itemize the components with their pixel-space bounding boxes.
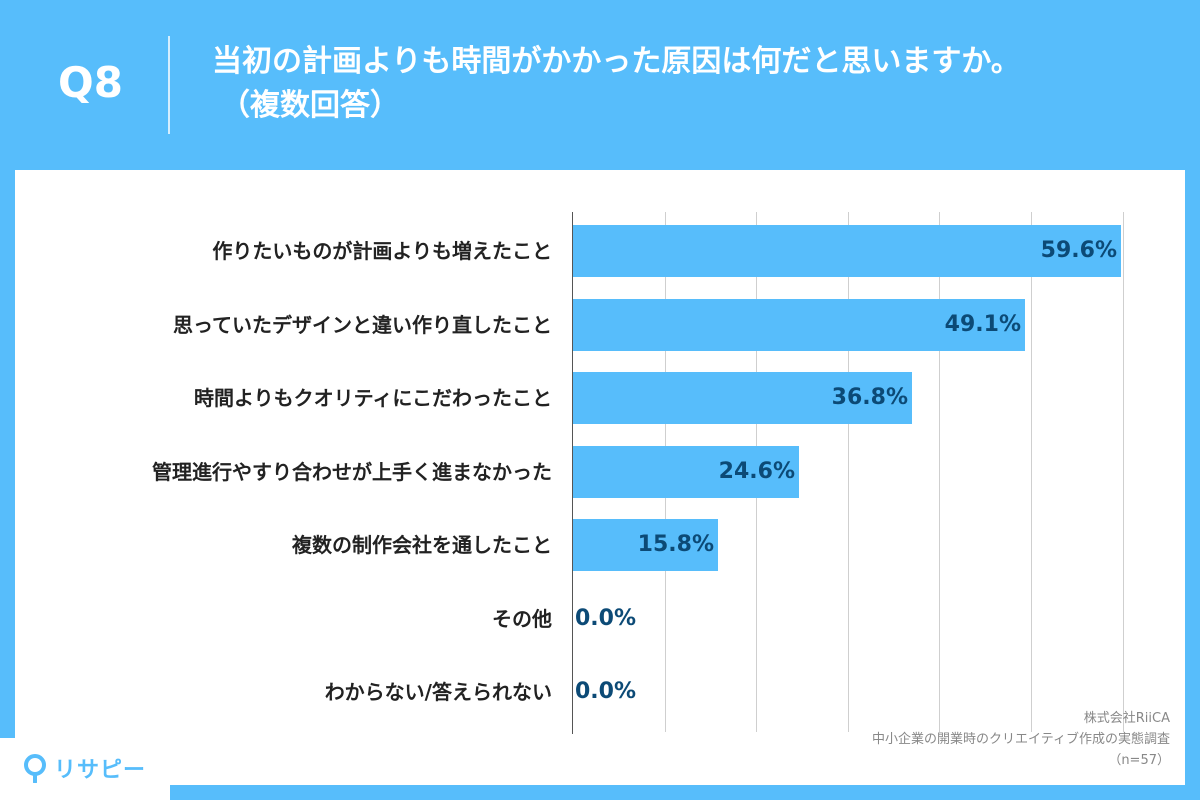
question-title: 当初の計画よりも時間がかかった原因は何だと思いますか。 （複数回答） [212, 40, 1172, 128]
category-label: 管理進行やすり合わせが上手く進まなかった [152, 460, 552, 484]
bar [573, 225, 1121, 277]
category-label: 時間よりもクオリティにこだわったこと [194, 386, 552, 410]
footer-company: 株式会社RiiCA [1083, 711, 1170, 726]
map-pin-icon [24, 754, 46, 783]
value-label: 0.0% [575, 606, 637, 631]
footer-sample: （n=57） [1108, 753, 1170, 768]
header-divider [168, 36, 170, 134]
value-label: 59.6% [1040, 238, 1117, 263]
value-label: 36.8% [831, 385, 908, 410]
footer-survey: 中小企業の開業時のクリエイティブ作成の実態調査 [872, 732, 1170, 747]
value-label: 0.0% [575, 679, 637, 704]
gridline [939, 212, 940, 732]
logo: リサピー [22, 752, 146, 784]
gridline [848, 212, 849, 732]
bar [573, 372, 912, 424]
category-label: 思っていたデザインと違い作り直したこと [173, 313, 552, 337]
header: Q8 当初の計画よりも時間がかかった原因は何だと思いますか。 （複数回答） [0, 0, 1200, 170]
category-label: 複数の制作会社を通したこと [292, 533, 552, 557]
category-label: わからない/答えられない [324, 680, 552, 704]
category-label: その他 [492, 607, 552, 631]
logo-text: リサピー [54, 758, 147, 783]
value-label: 24.6% [718, 459, 795, 484]
y-axis-line [572, 212, 573, 734]
gridline [1123, 212, 1124, 732]
value-label: 15.8% [637, 532, 714, 557]
question-title-line1: 当初の計画よりも時間がかかった原因は何だと思いますか。 [212, 44, 1021, 79]
bar [573, 519, 718, 571]
value-label: 49.1% [944, 312, 1021, 337]
question-number: Q8 [58, 58, 123, 107]
chart-footer: 株式会社RiiCA 中小企業の開業時のクリエイティブ作成の実態調査 （n=57） [872, 708, 1170, 771]
bar [573, 446, 799, 498]
gridline [1031, 212, 1032, 732]
question-title-line2: （複数回答） [220, 88, 400, 123]
bar [573, 299, 1025, 351]
category-label: 作りたいものが計画よりも増えたこと [212, 239, 552, 263]
